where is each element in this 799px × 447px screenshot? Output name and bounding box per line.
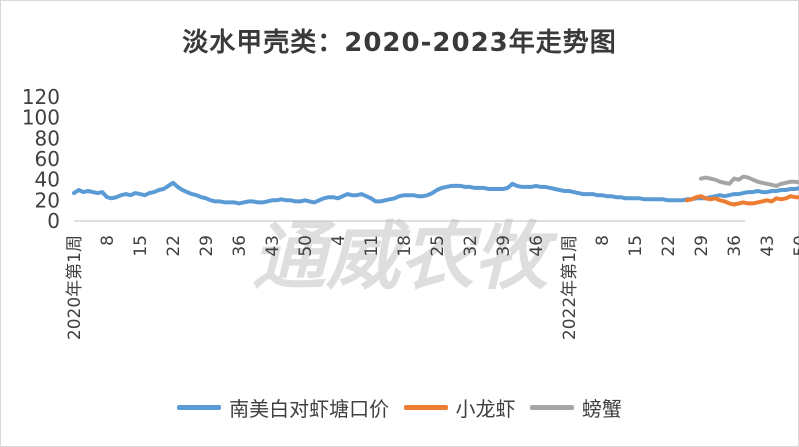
y-tick-label: 80 [35, 126, 60, 150]
x-tick-label: 46 [527, 235, 547, 257]
legend-item-crab: 螃蟹 [529, 393, 622, 422]
legend-label-crab: 螃蟹 [581, 397, 622, 421]
legend-swatch-crab [529, 405, 574, 410]
series-line-crab [699, 174, 799, 188]
y-tick-label: 40 [35, 168, 60, 192]
legend-item-shrimp: 南美白对虾塘口价 [177, 393, 389, 422]
x-tick-label: 15 [131, 235, 151, 257]
x-tick-label: 39 [494, 235, 514, 257]
y-tick-label: 120 [22, 85, 60, 109]
chart-legend: 南美白对虾塘口价 小龙虾 螃蟹 [0, 391, 799, 422]
watermark-text: 通威农牧 [252, 214, 559, 300]
y-tick-label: 60 [35, 147, 60, 171]
x-tick-label: 15 [626, 235, 646, 257]
x-tick-label: 50 [791, 235, 799, 257]
x-tick-label: 32 [461, 235, 481, 257]
x-tick-label: 22 [659, 235, 679, 257]
x-tick-label: 2020年第1周 [65, 235, 85, 340]
x-tick-label: 36 [725, 235, 745, 257]
x-tick-label: 29 [197, 235, 217, 257]
x-tick-label: 2022年第1周 [560, 235, 580, 340]
legend-label-shrimp: 南美白对虾塘口价 [229, 397, 390, 421]
x-tick-label: 11 [362, 235, 382, 257]
series-line-shrimp [72, 180, 799, 206]
y-tick-label: 0 [47, 209, 60, 233]
chart-title: 淡水甲壳类：2020-2023年走势图 [182, 28, 617, 58]
legend-item-crayfish: 小龙虾 [403, 393, 516, 422]
y-tick-label: 100 [22, 106, 60, 130]
x-tick-label: 4 [329, 235, 349, 246]
series-line-crayfish [684, 194, 799, 207]
legend-label-crayfish: 小龙虾 [455, 397, 516, 421]
x-tick-label: 8 [593, 235, 613, 246]
legend-swatch-shrimp [177, 405, 222, 410]
x-tick-label: 43 [758, 235, 778, 257]
x-tick-label: 25 [428, 235, 448, 257]
x-tick-label: 22 [164, 235, 184, 257]
x-tick-label: 29 [692, 235, 712, 257]
y-tick-label: 20 [35, 188, 60, 212]
legend-swatch-crayfish [403, 405, 448, 410]
x-tick-label: 18 [395, 235, 415, 257]
x-tick-label: 8 [98, 235, 118, 246]
x-tick-label: 43 [263, 235, 283, 257]
x-tick-label: 50 [296, 235, 316, 257]
x-tick-label: 36 [230, 235, 250, 257]
